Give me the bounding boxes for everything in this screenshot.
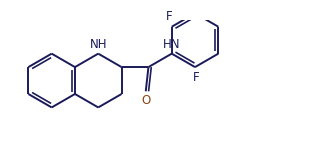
Text: O: O	[141, 94, 150, 107]
Text: F: F	[193, 71, 200, 84]
Text: HN: HN	[163, 38, 181, 51]
Text: F: F	[165, 10, 172, 23]
Text: NH: NH	[90, 38, 107, 51]
